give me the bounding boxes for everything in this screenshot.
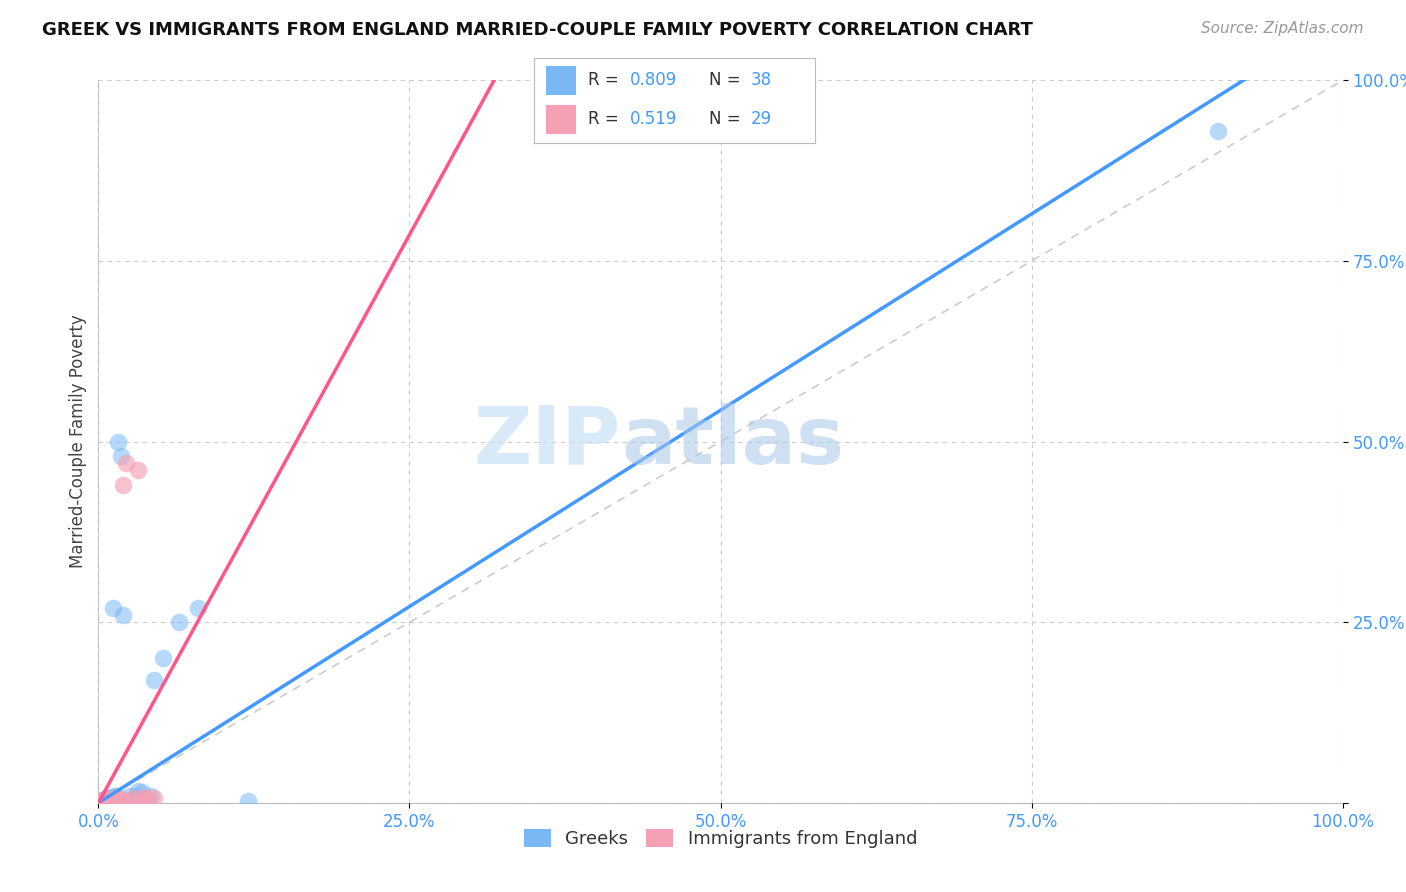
Point — [118, 794, 141, 808]
Point — [107, 434, 129, 449]
Point — [98, 792, 121, 806]
Point — [101, 792, 124, 806]
Point — [93, 794, 115, 808]
Text: R =: R = — [588, 110, 624, 128]
Point — [93, 792, 115, 806]
Point — [91, 793, 114, 807]
Point — [101, 790, 124, 805]
Point — [96, 794, 118, 808]
Point — [91, 794, 114, 808]
Point — [100, 793, 122, 807]
Y-axis label: Married-Couple Family Poverty: Married-Couple Family Poverty — [69, 315, 87, 568]
Point — [125, 789, 148, 803]
Point — [90, 794, 112, 808]
Point — [93, 794, 115, 808]
Text: Source: ZipAtlas.com: Source: ZipAtlas.com — [1201, 21, 1364, 36]
Point — [110, 449, 132, 463]
Point — [91, 794, 114, 808]
Text: R =: R = — [588, 71, 624, 89]
Point — [114, 456, 136, 470]
Point — [105, 793, 128, 807]
Point — [127, 784, 149, 798]
Point — [96, 793, 118, 807]
Text: 29: 29 — [751, 110, 772, 128]
Point — [112, 478, 135, 492]
Bar — [546, 105, 576, 134]
Point — [97, 793, 120, 807]
Point — [97, 791, 120, 805]
Point — [122, 791, 145, 805]
Point — [93, 794, 115, 808]
Text: GREEK VS IMMIGRANTS FROM ENGLAND MARRIED-COUPLE FAMILY POVERTY CORRELATION CHART: GREEK VS IMMIGRANTS FROM ENGLAND MARRIED… — [42, 21, 1033, 38]
Point — [97, 792, 120, 806]
Point — [136, 792, 159, 806]
Bar — [546, 67, 576, 95]
Point — [100, 790, 122, 805]
Point — [139, 789, 162, 803]
Point — [143, 673, 166, 687]
Point — [104, 789, 127, 803]
Point — [91, 795, 114, 809]
Point — [93, 794, 115, 808]
Point — [103, 793, 125, 807]
Point — [97, 794, 120, 808]
Point — [152, 651, 174, 665]
Point — [90, 794, 112, 808]
Point — [93, 794, 115, 808]
Point — [169, 615, 191, 630]
Point — [1206, 124, 1229, 138]
Point — [104, 792, 127, 806]
Point — [89, 795, 111, 809]
Point — [131, 791, 153, 805]
Point — [89, 795, 111, 809]
Text: N =: N = — [709, 110, 745, 128]
Point — [93, 793, 115, 807]
Point — [94, 792, 117, 806]
Text: N =: N = — [709, 71, 745, 89]
Text: 0.809: 0.809 — [630, 71, 678, 89]
Point — [112, 607, 135, 622]
Point — [87, 795, 110, 809]
Point — [118, 789, 141, 803]
Point — [131, 785, 153, 799]
Point — [107, 792, 129, 806]
Point — [135, 791, 157, 805]
Text: ZIP: ZIP — [474, 402, 621, 481]
Legend: Greeks, Immigrants from England: Greeks, Immigrants from England — [516, 822, 925, 855]
Point — [103, 600, 125, 615]
Text: 38: 38 — [751, 71, 772, 89]
Point — [94, 794, 117, 808]
Point — [94, 794, 117, 808]
Point — [96, 791, 118, 805]
Point — [87, 796, 110, 810]
Point — [100, 794, 122, 808]
Point — [143, 791, 166, 805]
Point — [187, 600, 209, 615]
Point — [89, 794, 111, 808]
Text: 0.519: 0.519 — [630, 110, 678, 128]
Text: atlas: atlas — [621, 402, 844, 481]
Point — [110, 792, 132, 806]
Point — [105, 789, 128, 803]
Point — [90, 795, 112, 809]
Point — [98, 793, 121, 807]
Point — [127, 463, 149, 477]
Point — [236, 794, 259, 808]
